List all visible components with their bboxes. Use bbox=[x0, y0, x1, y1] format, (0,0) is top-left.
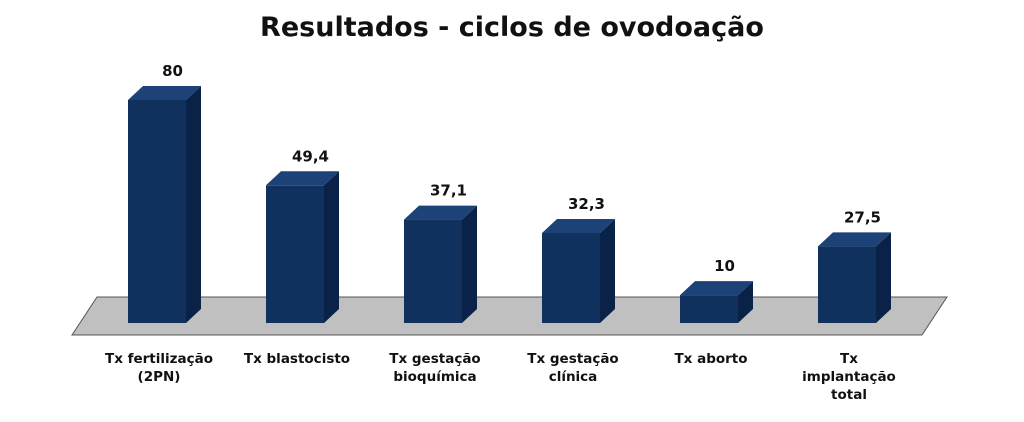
bar-top bbox=[404, 205, 477, 220]
category-label-line: Tx gestação bbox=[527, 351, 618, 367]
bar-top bbox=[818, 232, 891, 247]
data-label: 80 bbox=[162, 62, 183, 80]
bar-front bbox=[128, 100, 186, 323]
bar-5 bbox=[680, 281, 753, 323]
category-label-line: total bbox=[831, 387, 867, 403]
category-label: Tx aborto bbox=[674, 351, 747, 367]
bar-4 bbox=[542, 218, 615, 323]
bar-side bbox=[186, 86, 201, 323]
bar-side bbox=[738, 281, 753, 323]
bar-top bbox=[680, 281, 753, 296]
category-label-line: implantação bbox=[802, 369, 896, 385]
data-label: 37,1 bbox=[430, 182, 467, 200]
chart-floor bbox=[71, 296, 948, 336]
category-label: Tx blastocisto bbox=[244, 351, 350, 367]
category-label-line: Tx blastocisto bbox=[244, 351, 350, 367]
bar-front bbox=[266, 185, 324, 323]
bar-side bbox=[462, 205, 477, 323]
bar-2 bbox=[266, 171, 339, 323]
bar-side bbox=[876, 232, 891, 323]
data-label: 49,4 bbox=[292, 147, 329, 165]
bar-front bbox=[542, 232, 600, 323]
category-label-line: Tx gestação bbox=[389, 351, 480, 367]
data-label: 27,5 bbox=[844, 208, 881, 226]
bar-side bbox=[324, 171, 339, 323]
category-label-line: bioquímica bbox=[393, 369, 476, 385]
category-label-line: Tx aborto bbox=[674, 351, 747, 367]
category-label: Tx gestação bioquímica bbox=[389, 351, 480, 385]
category-label-line: Tx bbox=[840, 351, 858, 367]
chart-title: Resultados - ciclos de ovodoação bbox=[260, 12, 764, 43]
category-label: Tx implantação total bbox=[802, 351, 896, 403]
bar-side bbox=[600, 218, 615, 323]
bar-1 bbox=[128, 86, 201, 323]
data-label: 32,3 bbox=[568, 195, 605, 213]
bar-front bbox=[404, 219, 462, 323]
bar-top bbox=[128, 86, 201, 100]
bar-front bbox=[818, 246, 876, 323]
category-label: Tx fertilização (2PN) bbox=[105, 351, 213, 385]
data-label: 10 bbox=[714, 257, 735, 275]
bar-3 bbox=[404, 205, 477, 323]
category-label-line: Tx fertilização bbox=[105, 351, 213, 367]
bar-6 bbox=[818, 232, 891, 323]
bar-top bbox=[266, 171, 339, 186]
category-label: Tx gestação clínica bbox=[527, 351, 618, 385]
category-label-line: (2PN) bbox=[138, 369, 181, 385]
bar-top bbox=[542, 218, 615, 233]
category-label-line: clínica bbox=[549, 369, 598, 385]
bar-front bbox=[680, 295, 738, 323]
